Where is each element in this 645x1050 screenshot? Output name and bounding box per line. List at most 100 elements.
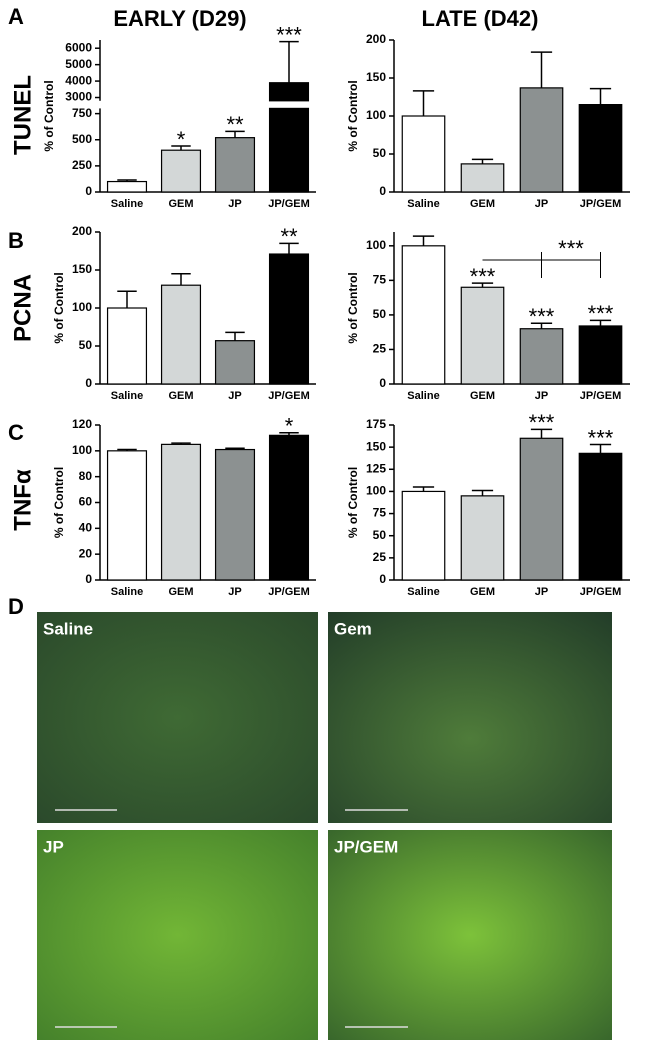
significance: ** <box>280 224 298 249</box>
x-tick-label: GEM <box>168 586 193 598</box>
y-tick-label: 50 <box>373 307 387 321</box>
bar <box>214 137 256 193</box>
bar <box>578 103 623 193</box>
bracket-label: *** <box>558 236 584 261</box>
x-tick-label: JP <box>535 198 548 210</box>
y-tick-label: 500 <box>72 132 92 146</box>
x-tick-label: JP <box>228 198 241 210</box>
y-tick-label: 0 <box>379 376 386 390</box>
x-tick-label: Saline <box>111 198 143 210</box>
bar <box>401 490 446 581</box>
bar <box>268 82 310 102</box>
y-axis-label: % of Control <box>346 467 360 538</box>
column-title: EARLY (D29) <box>113 6 246 31</box>
bar <box>106 180 148 193</box>
y-tick-label: 25 <box>373 342 387 356</box>
bar <box>519 87 564 193</box>
bar <box>106 450 148 581</box>
x-tick-label: JP/GEM <box>580 198 622 210</box>
y-tick-label: 50 <box>373 146 387 160</box>
bar <box>160 149 202 193</box>
y-tick-label: 100 <box>366 238 386 252</box>
y-axis-label: % of Control <box>42 80 56 151</box>
y-tick-label: 250 <box>72 158 92 172</box>
x-tick-label: JP/GEM <box>268 586 310 598</box>
x-tick-label: Saline <box>111 586 143 598</box>
column-title: LATE (D42) <box>422 6 539 31</box>
bar <box>160 443 202 581</box>
significance: * <box>285 414 294 439</box>
x-tick-label: JP <box>535 390 548 402</box>
image-label: Gem <box>334 619 372 638</box>
y-tick-label: 125 <box>366 461 386 475</box>
row-title: PCNA <box>9 274 36 342</box>
y-tick-label: 150 <box>366 439 386 453</box>
bar <box>519 328 564 385</box>
significance: *** <box>588 425 614 450</box>
bar <box>578 325 623 385</box>
y-tick-label: 200 <box>72 224 92 238</box>
bar <box>519 437 564 581</box>
y-tick-label: 40 <box>79 521 93 535</box>
x-tick-label: JP <box>228 586 241 598</box>
significance: *** <box>529 304 555 329</box>
significance: *** <box>276 22 302 47</box>
y-tick-label: 200 <box>366 32 386 46</box>
y-tick-label: 0 <box>379 184 386 198</box>
x-tick-label: Saline <box>407 198 439 210</box>
y-tick-label: 5000 <box>65 57 92 71</box>
bar <box>401 115 446 193</box>
bar <box>268 434 310 581</box>
x-tick-label: JP <box>228 390 241 402</box>
y-tick-label: 3000 <box>65 90 92 104</box>
x-tick-label: GEM <box>470 586 495 598</box>
y-tick-label: 50 <box>373 528 387 542</box>
bar <box>214 448 256 581</box>
x-tick-label: JP <box>535 586 548 598</box>
x-tick-label: Saline <box>407 390 439 402</box>
x-tick-label: Saline <box>407 586 439 598</box>
y-tick-label: 80 <box>79 469 93 483</box>
micrograph <box>328 830 612 1040</box>
y-tick-label: 0 <box>379 572 386 586</box>
panel-letter: C <box>8 420 24 445</box>
y-tick-label: 750 <box>72 106 92 120</box>
y-axis-label: % of Control <box>346 272 360 343</box>
y-tick-label: 100 <box>366 108 386 122</box>
y-tick-label: 75 <box>373 273 387 287</box>
significance: *** <box>588 301 614 326</box>
significance: ** <box>226 112 244 137</box>
y-tick-label: 25 <box>373 550 387 564</box>
bar <box>460 495 505 581</box>
y-tick-label: 0 <box>85 376 92 390</box>
y-tick-label: 75 <box>373 506 387 520</box>
bar <box>268 107 310 193</box>
row-title: TNFα <box>9 469 36 531</box>
y-tick-label: 20 <box>79 546 93 560</box>
image-label: JP <box>43 837 64 856</box>
x-tick-label: GEM <box>470 198 495 210</box>
y-tick-label: 175 <box>366 417 386 431</box>
panel-letter: A <box>8 4 24 29</box>
bar <box>460 163 505 193</box>
bar <box>106 307 148 385</box>
image-label: JP/GEM <box>334 837 398 856</box>
y-tick-label: 0 <box>85 184 92 198</box>
bar <box>268 253 310 385</box>
micrograph <box>328 612 612 823</box>
bar <box>578 452 623 581</box>
y-tick-label: 100 <box>72 300 92 314</box>
panel-letter: B <box>8 228 24 253</box>
x-tick-label: GEM <box>168 390 193 402</box>
y-tick-label: 150 <box>72 262 92 276</box>
y-axis-label: % of Control <box>52 272 66 343</box>
y-tick-label: 100 <box>72 443 92 457</box>
x-tick-label: GEM <box>168 198 193 210</box>
bar <box>214 340 256 385</box>
y-tick-label: 4000 <box>65 73 92 87</box>
panel-letter: D <box>8 594 24 619</box>
x-tick-label: JP/GEM <box>580 390 622 402</box>
row-title: TUNEL <box>9 75 36 155</box>
significance: *** <box>470 264 496 289</box>
